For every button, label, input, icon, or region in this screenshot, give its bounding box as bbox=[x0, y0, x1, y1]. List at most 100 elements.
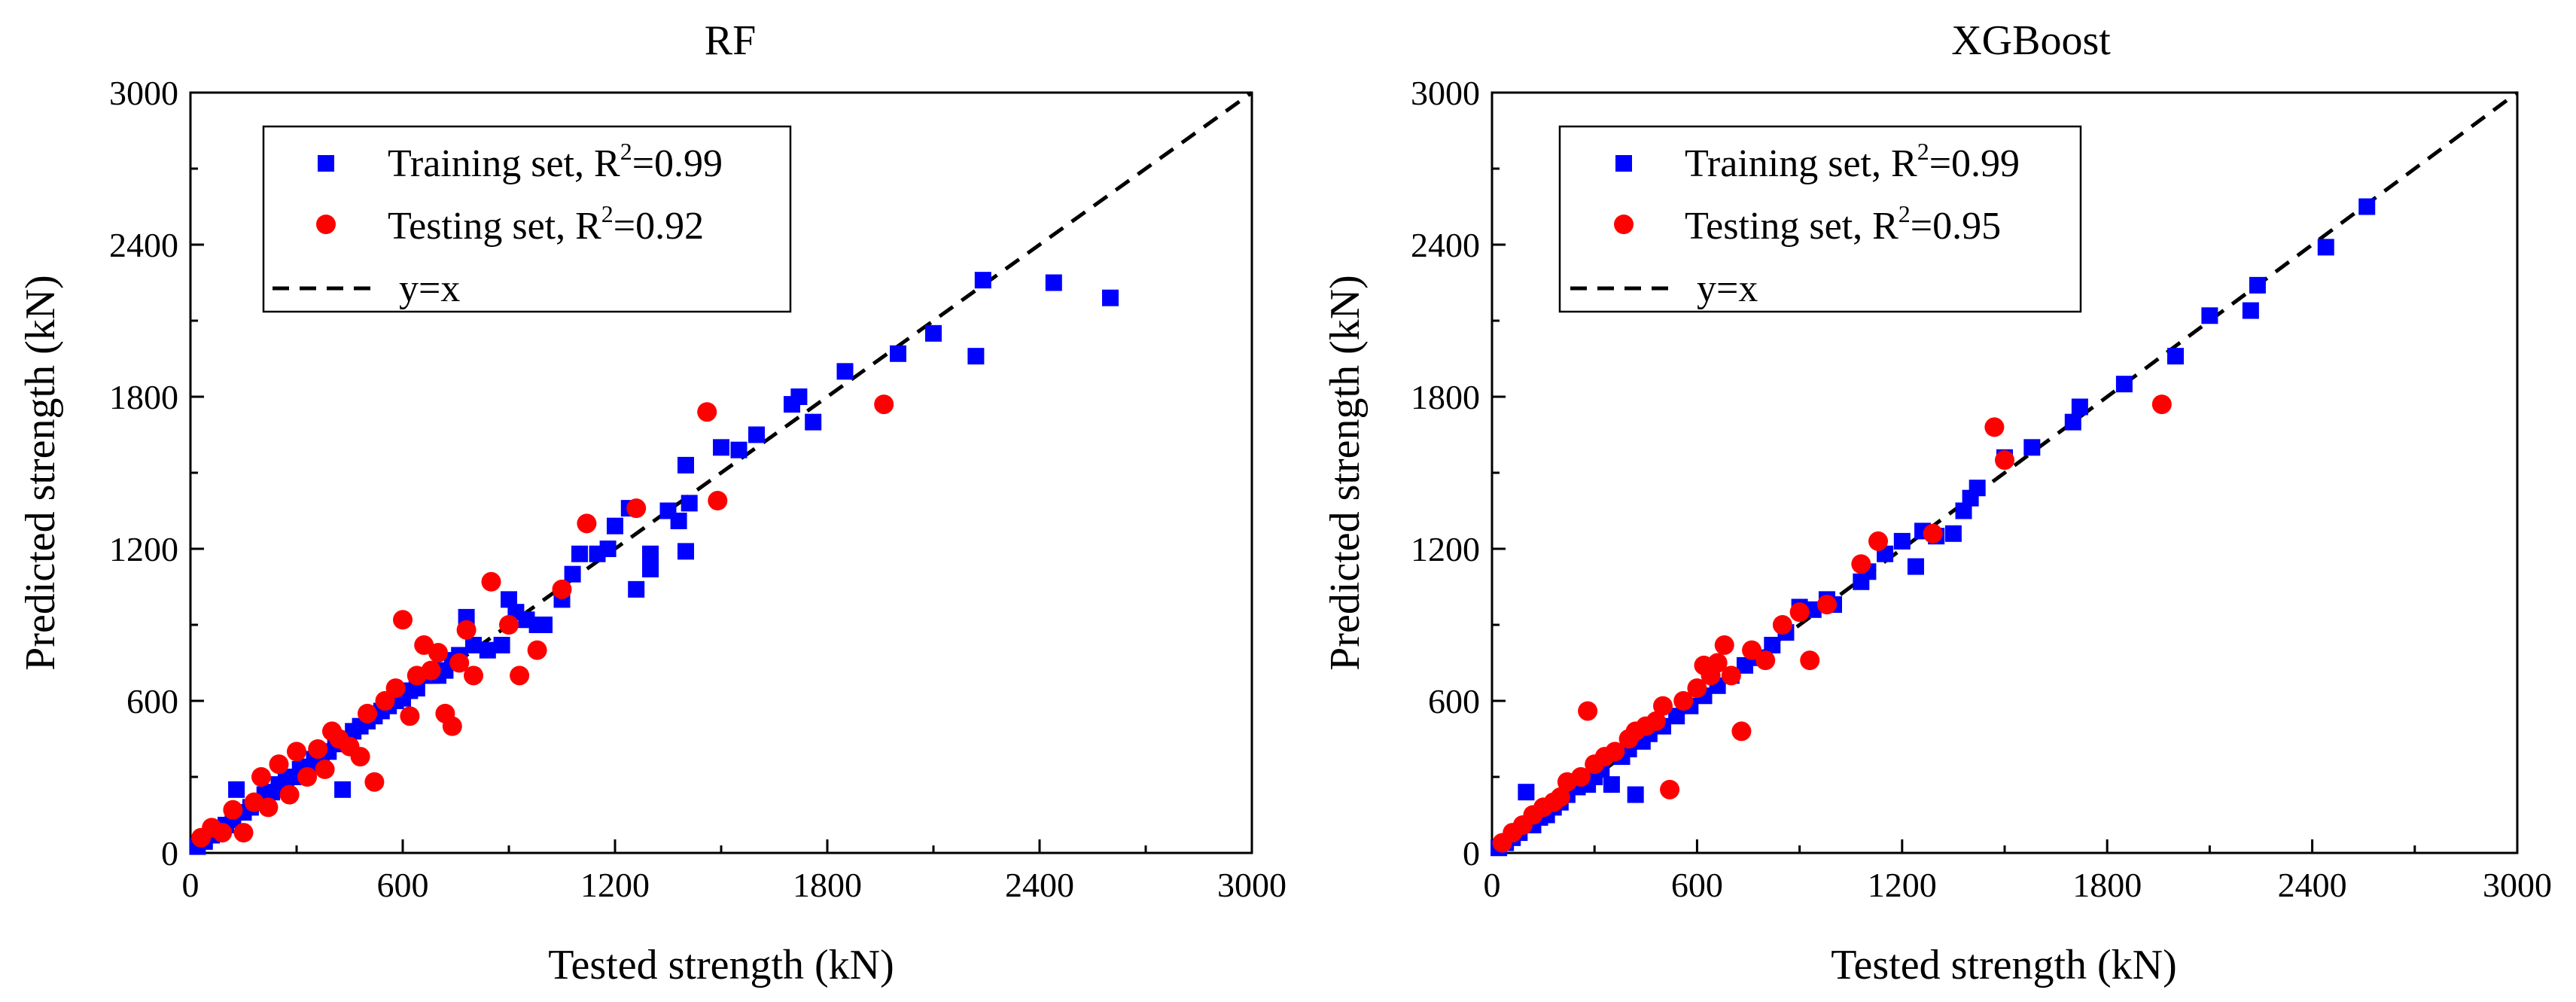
rf-tick-labels: 0 600 1200 1800 2400 3000 0 600 1200 1800 2400 3000 bbox=[109, 74, 1286, 904]
rf-train-point bbox=[925, 324, 942, 342]
rf-legend-train-marker bbox=[318, 155, 334, 172]
xgboost-legend-train-text: Training set, R bbox=[1685, 142, 1917, 185]
rf-x-tick-label: 0 bbox=[182, 866, 199, 904]
rf-chart-title: RF bbox=[705, 17, 757, 64]
xgboost-test-point bbox=[1646, 711, 1666, 731]
xgboost-train-point bbox=[2167, 348, 2184, 365]
xgboost-train-point bbox=[2249, 276, 2266, 294]
rf-y-tick-label: 1200 bbox=[109, 530, 178, 568]
rf-test-point bbox=[258, 797, 279, 818]
rf-train-point bbox=[642, 545, 659, 562]
rf-train-point bbox=[628, 580, 645, 598]
xgboost-x-axis-label: Tested strength (kN) bbox=[1831, 942, 2177, 988]
rf-train-point bbox=[836, 363, 854, 380]
rf-test-point bbox=[527, 640, 547, 660]
rf-train-point bbox=[974, 272, 991, 289]
rf-x-tick-label: 3000 bbox=[1217, 866, 1286, 904]
xgboost-test-point bbox=[1868, 531, 1889, 551]
xgboost-legend-test-marker bbox=[1614, 215, 1634, 234]
rf-test-point bbox=[874, 394, 894, 415]
rf-legend-line-label: y=x bbox=[399, 267, 460, 310]
rf-train-point bbox=[1045, 274, 1062, 291]
rf-y-axis-label: Predicted strength (kN) bbox=[17, 275, 64, 671]
xgboost-train-point bbox=[2242, 302, 2259, 319]
xgboost-train-point bbox=[1627, 786, 1644, 803]
rf-test-point bbox=[626, 498, 647, 519]
rf-y-tick-label: 0 bbox=[161, 834, 178, 873]
xgboost-test-point bbox=[1742, 640, 1762, 660]
xgboost-train-point bbox=[2201, 307, 2218, 324]
rf-train-point bbox=[607, 517, 623, 535]
xgboost-test-point bbox=[1673, 691, 1694, 711]
xgboost-test-point bbox=[1800, 650, 1820, 671]
xgboost-legend-train-value: =0.99 bbox=[1929, 142, 2020, 185]
rf-test-point bbox=[358, 703, 377, 723]
xgboost-y-axis-label: Predicted strength (kN) bbox=[1322, 275, 1369, 671]
xgboost-train-point bbox=[1907, 558, 1924, 575]
rf-test-point bbox=[697, 402, 717, 422]
xgboost-test-point bbox=[1571, 767, 1591, 787]
xgboost-legend-line-label: y=x bbox=[1697, 267, 1758, 310]
xgboost-test-point bbox=[1687, 678, 1707, 699]
xgboost-test-point bbox=[1789, 602, 1810, 623]
xgboost-test-point bbox=[1707, 653, 1728, 673]
rf-test-point bbox=[428, 643, 448, 663]
rf-test-point bbox=[552, 579, 572, 599]
xgboost-train-point bbox=[1764, 636, 1781, 653]
xgboost-train-point bbox=[1893, 532, 1911, 550]
rf-test-point bbox=[308, 739, 328, 759]
xgboost-test-point bbox=[1984, 417, 2005, 437]
rf-test-point bbox=[251, 767, 271, 787]
xgboost-test-point bbox=[1721, 665, 1741, 686]
rf-legend-train-sup: 2 bbox=[620, 138, 632, 165]
rf-train-point bbox=[730, 441, 748, 458]
xgboost-y-tick-label: 1800 bbox=[1411, 378, 1480, 416]
xgboost-train-point bbox=[2358, 198, 2376, 215]
xgboost-test-point bbox=[1772, 615, 1792, 635]
rf-test-point bbox=[385, 678, 406, 699]
xgboost-legend-train-label: Training set, R2=0.99 bbox=[1685, 138, 2020, 185]
rf-test-point bbox=[510, 665, 530, 686]
xgboost-x-tick-label: 0 bbox=[1484, 866, 1501, 904]
rf-train-point bbox=[564, 565, 581, 583]
xgboost-test-point bbox=[1550, 787, 1570, 807]
rf-train-point bbox=[713, 439, 729, 456]
xgboost-train-point bbox=[1518, 784, 1535, 801]
rf-train-point bbox=[465, 636, 482, 653]
xgboost-reference-line bbox=[1490, 90, 2519, 855]
xgboost-y-tick-label: 1200 bbox=[1411, 530, 1480, 568]
rf-train-point bbox=[493, 636, 510, 653]
rf-legend-train-value: =0.99 bbox=[632, 142, 723, 185]
rf-legend-test-text: Testing set, R bbox=[388, 205, 601, 248]
xgboost-test-point bbox=[1851, 554, 1871, 574]
xgboost-test-point bbox=[1653, 696, 1673, 716]
rf-train-point bbox=[334, 781, 352, 798]
xgboost-train-point bbox=[1955, 502, 1972, 519]
xgboost-axis-ticks bbox=[1490, 91, 2519, 854]
rf-test-point bbox=[421, 660, 441, 681]
xgboost-legend: Training set, R2=0.99 Testing set, R2=0.… bbox=[1558, 125, 2082, 313]
xgboost-x-tick-label: 1800 bbox=[2072, 866, 2142, 904]
xgboost-legend-test-label: Testing set, R2=0.95 bbox=[1685, 200, 2001, 248]
rf-train-point bbox=[536, 617, 553, 633]
rf-train-point bbox=[642, 560, 659, 577]
rf-legend-test-label: Testing set, R2=0.92 bbox=[388, 200, 704, 248]
rf-x-tick-label: 1800 bbox=[793, 866, 862, 904]
xgboost-train-point bbox=[1603, 776, 1620, 793]
xgboost-chart-title: XGBoost bbox=[1951, 17, 2111, 64]
rf-test-point bbox=[297, 767, 318, 787]
xgboost-train-point bbox=[2071, 398, 2088, 416]
rf-y-tick-label: 1800 bbox=[109, 378, 178, 416]
xgboost-tick-labels: 0 600 1200 1800 2400 3000 0 600 1200 1800 2400 3000 bbox=[1411, 74, 2552, 904]
xgboost-legend-train-sup: 2 bbox=[1917, 138, 1929, 165]
rf-test-point bbox=[499, 615, 519, 635]
xgboost-train-point bbox=[1969, 480, 1986, 497]
xgboost-test-point bbox=[1714, 635, 1734, 655]
xgboost-test-point bbox=[1578, 701, 1598, 721]
xgboost-train-point bbox=[1736, 656, 1753, 674]
xgboost-x-tick-label: 2400 bbox=[2278, 866, 2347, 904]
rf-test-point bbox=[400, 706, 420, 726]
rf-legend-train-text: Training set, R bbox=[388, 142, 620, 185]
rf-test-point bbox=[233, 823, 254, 843]
